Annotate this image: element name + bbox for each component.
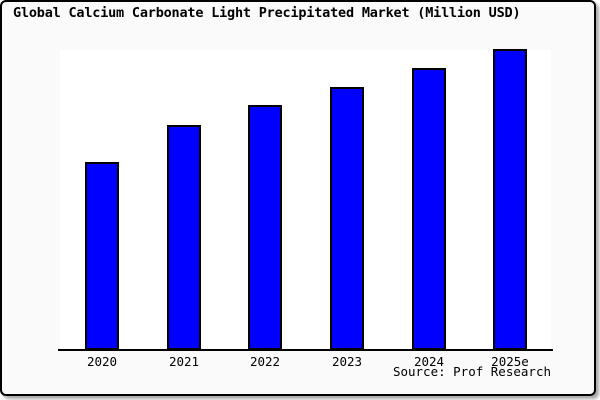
- x-axis-tick-labels: 2020 2021 2022 2023 2024 2025e: [60, 354, 551, 372]
- bar-2025e: [493, 49, 527, 350]
- x-tick-label-2021: 2021: [168, 354, 200, 369]
- x-tick-label-2020: 2020: [86, 354, 118, 369]
- x-tick-label-2024: 2024: [413, 354, 445, 369]
- chart-title: Global Calcium Carbonate Light Precipita…: [13, 5, 521, 21]
- plot-area: [60, 49, 551, 350]
- x-tick-label-2025e: 2025e: [491, 354, 529, 369]
- x-tick-label-2022: 2022: [249, 354, 281, 369]
- bar-2020: [85, 162, 119, 350]
- source-label: Source: Prof Research: [392, 364, 551, 379]
- x-tick-label-2023: 2023: [331, 354, 363, 369]
- bar-2021: [167, 125, 201, 350]
- bar-2024: [412, 68, 446, 350]
- bar-2023: [330, 87, 364, 350]
- x-axis-line: [58, 349, 553, 351]
- bar-2022: [248, 105, 282, 350]
